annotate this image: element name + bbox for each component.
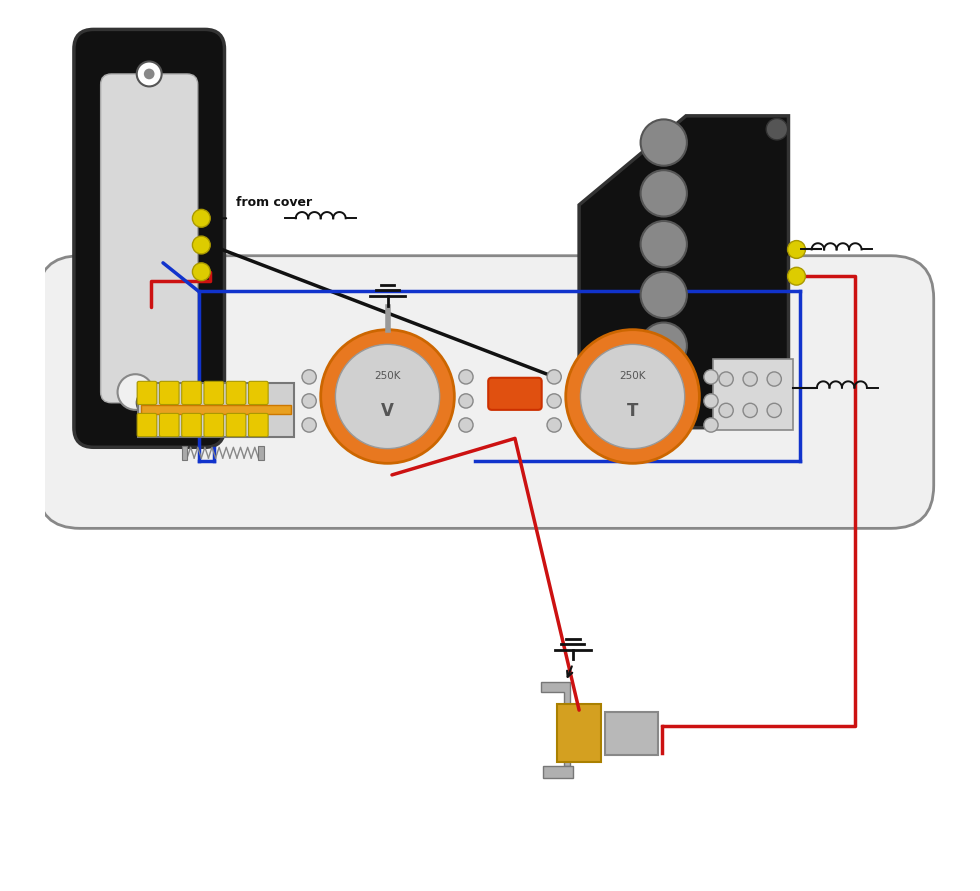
Text: from cover: from cover (236, 196, 313, 208)
Bar (181, 446, 187, 460)
Circle shape (641, 119, 687, 166)
Circle shape (137, 61, 162, 86)
Bar (557, 704, 602, 762)
Bar (141, 405, 291, 414)
Circle shape (788, 267, 806, 285)
Bar (605, 712, 659, 755)
Circle shape (788, 241, 806, 258)
Circle shape (137, 390, 162, 415)
Bar (138, 383, 294, 437)
Circle shape (192, 236, 211, 254)
FancyBboxPatch shape (160, 413, 179, 437)
FancyBboxPatch shape (137, 381, 157, 405)
FancyBboxPatch shape (181, 413, 201, 437)
Circle shape (641, 221, 687, 267)
Circle shape (766, 119, 788, 140)
Circle shape (459, 370, 473, 384)
Circle shape (302, 394, 317, 408)
Circle shape (547, 370, 562, 384)
Circle shape (767, 404, 781, 418)
FancyBboxPatch shape (249, 381, 269, 405)
FancyBboxPatch shape (249, 413, 269, 437)
Text: 250K: 250K (619, 372, 646, 381)
FancyBboxPatch shape (226, 413, 246, 437)
Circle shape (719, 404, 733, 418)
Circle shape (767, 372, 781, 386)
Circle shape (547, 418, 562, 432)
Circle shape (565, 330, 700, 463)
Bar (712, 359, 793, 430)
FancyBboxPatch shape (488, 378, 542, 410)
Circle shape (743, 372, 758, 386)
Circle shape (641, 272, 687, 318)
Circle shape (192, 209, 211, 227)
Circle shape (641, 373, 687, 420)
Text: T: T (627, 402, 638, 421)
Circle shape (302, 370, 317, 384)
FancyBboxPatch shape (74, 29, 224, 447)
Polygon shape (544, 766, 573, 778)
Circle shape (459, 418, 473, 432)
Circle shape (459, 394, 473, 408)
Circle shape (320, 330, 455, 463)
FancyBboxPatch shape (204, 413, 223, 437)
Circle shape (144, 69, 155, 79)
Bar (259, 446, 264, 460)
Circle shape (302, 418, 317, 432)
Circle shape (719, 372, 733, 386)
Circle shape (580, 344, 685, 449)
FancyBboxPatch shape (204, 381, 223, 405)
Circle shape (144, 397, 155, 408)
Circle shape (641, 170, 687, 217)
Circle shape (704, 394, 718, 408)
Circle shape (704, 370, 718, 384)
FancyBboxPatch shape (101, 74, 198, 403)
Text: V: V (381, 402, 394, 421)
Circle shape (641, 323, 687, 369)
Circle shape (335, 344, 440, 449)
Polygon shape (579, 116, 789, 428)
FancyBboxPatch shape (226, 381, 246, 405)
Text: 250K: 250K (374, 372, 401, 381)
FancyBboxPatch shape (160, 381, 179, 405)
FancyBboxPatch shape (181, 381, 201, 405)
Circle shape (192, 263, 211, 281)
Polygon shape (541, 682, 570, 766)
Circle shape (118, 374, 153, 410)
FancyBboxPatch shape (37, 256, 934, 528)
Circle shape (593, 404, 613, 425)
Circle shape (766, 404, 788, 425)
Circle shape (704, 418, 718, 432)
Circle shape (743, 404, 758, 418)
Circle shape (547, 394, 562, 408)
FancyBboxPatch shape (137, 413, 157, 437)
